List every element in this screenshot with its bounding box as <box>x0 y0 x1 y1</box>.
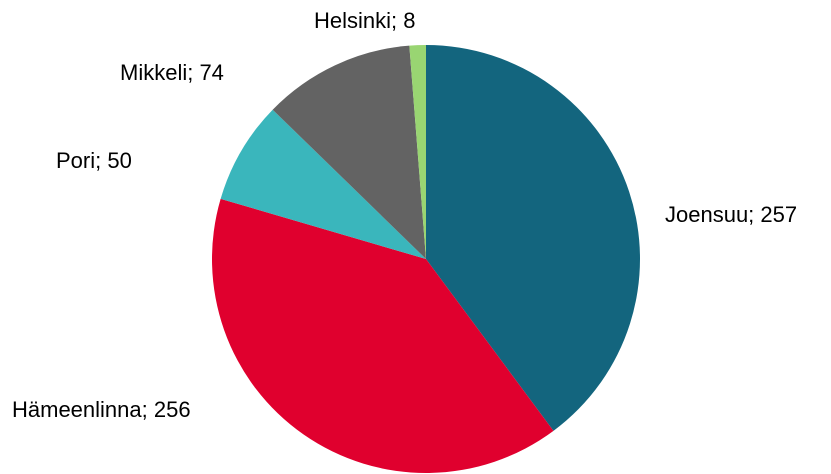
label-pori: Pori; 50 <box>56 148 132 173</box>
pie-slice-pori <box>220 109 426 259</box>
pie-slice-joensuu <box>426 45 640 431</box>
label-hameenlinna: Hämeenlinna; 256 <box>12 397 191 422</box>
label-helsinki: Helsinki; 8 <box>314 8 415 33</box>
label-mikkeli: Mikkeli; 74 <box>120 60 224 85</box>
slice-labels: Joensuu; 257 Hämeenlinna; 256 Pori; 50 M… <box>12 8 797 422</box>
pie-slice-mikkeli <box>272 45 426 260</box>
pie-slice-helsinki <box>409 45 426 259</box>
pie-slices <box>212 45 640 473</box>
pie-slice-h-meenlinna <box>212 198 554 473</box>
label-joensuu: Joensuu; 257 <box>665 202 797 227</box>
